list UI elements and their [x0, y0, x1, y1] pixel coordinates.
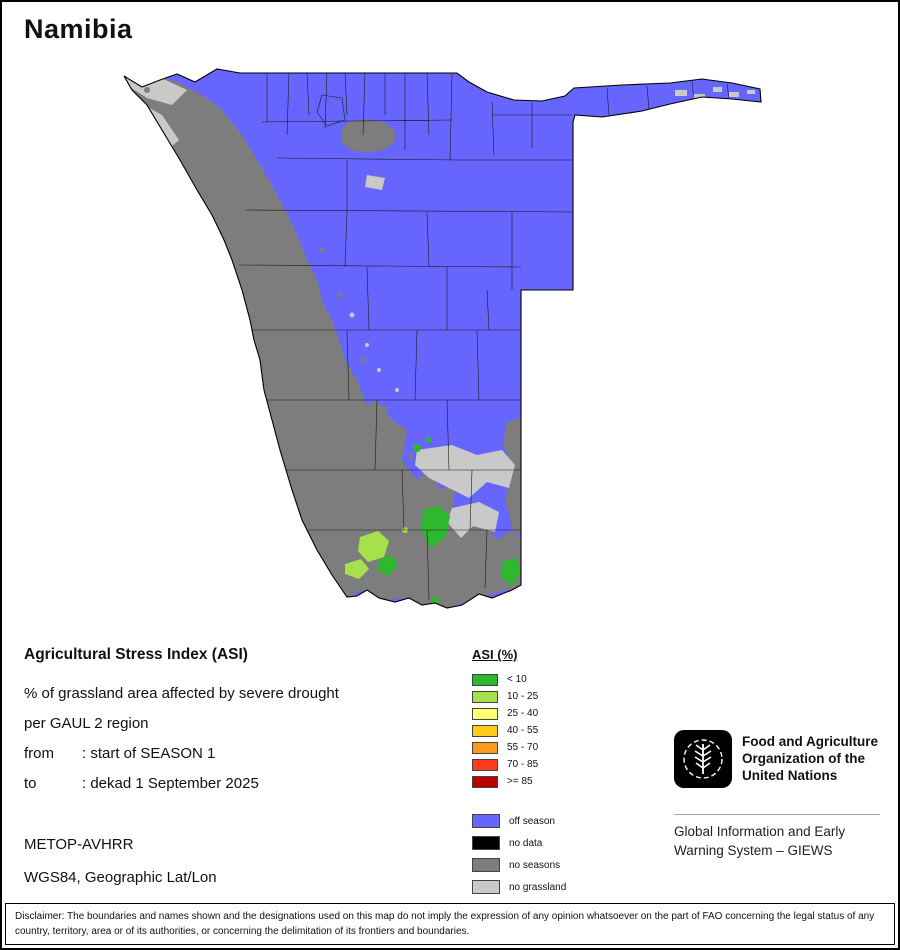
country-outline: [123, 68, 762, 609]
map-legend: ASI (%) < 10 10 - 25 25 - 40 40 - 55 55 …: [472, 647, 566, 898]
legend-swatch: [472, 707, 498, 720]
from-label: from: [24, 744, 54, 762]
legend-label: no seasons: [509, 859, 561, 871]
fao-logo-icon: [674, 730, 732, 788]
legend-swatch: [472, 814, 500, 828]
legend-category-row: off season: [472, 810, 566, 832]
legend-swatch: [472, 758, 498, 771]
asi-description-line1: % of grassland area affected by severe d…: [24, 684, 339, 702]
from-row: from : start of SEASON 1: [24, 746, 339, 761]
legend-category-row: no data: [472, 832, 566, 854]
legend-swatch: [472, 673, 498, 686]
legend-label: 55 - 70: [507, 742, 539, 753]
legend-class-row: 70 - 85: [472, 756, 566, 773]
asi-description-line2: per GAUL 2 region: [24, 714, 149, 732]
page-title: Namibia: [24, 14, 133, 44]
legend-categories: off season no data no seasons no grassla…: [472, 810, 566, 898]
to-label: to: [24, 774, 37, 792]
map-info-block: Agricultural Stress Index (ASI) % of gra…: [24, 647, 339, 900]
legend-class-row: 10 - 25: [472, 688, 566, 705]
legend-swatch: [472, 724, 498, 737]
to-value: : dekad 1 September 2025: [82, 774, 259, 792]
from-value: : start of SEASON 1: [82, 744, 216, 762]
projection-label: WGS84, Geographic Lat/Lon: [24, 868, 217, 886]
legend-label: 10 - 25: [507, 691, 539, 702]
legend-class-row: 25 - 40: [472, 705, 566, 722]
legend-label: 70 - 85: [507, 759, 539, 770]
disclaimer-box: Disclaimer: The boundaries and names sho…: [5, 903, 895, 945]
sensor-label: METOP-AVHRR: [24, 835, 134, 853]
legend-label: 40 - 55: [507, 725, 539, 736]
fao-name-line1: Food and Agriculture: [742, 734, 878, 749]
giews-line2: Warning System – GIEWS: [674, 843, 833, 858]
legend-class-row: < 10: [472, 671, 566, 688]
legend-label: off season: [509, 815, 555, 827]
asi-heading: Agricultural Stress Index (ASI): [24, 646, 248, 663]
legend-swatch: [472, 880, 500, 894]
legend-class-row: >= 85: [472, 773, 566, 790]
legend-label: < 10: [507, 674, 527, 685]
legend-category-row: no seasons: [472, 854, 566, 876]
legend-class-row: 55 - 70: [472, 739, 566, 756]
fao-name-line3: United Nations: [742, 768, 838, 783]
legend-swatch: [472, 690, 498, 703]
legend-swatch: [472, 858, 500, 872]
fao-name-line2: Organization of the: [742, 751, 865, 766]
coastal-no-seasons-band: [124, 70, 521, 608]
legend-swatch: [472, 836, 500, 850]
legend-swatch: [472, 741, 498, 754]
legend-class-row: 40 - 55: [472, 722, 566, 739]
asi-green-patches: [345, 437, 521, 605]
southeast-no-seasons-strip: [503, 418, 521, 538]
to-row: to : dekad 1 September 2025: [24, 776, 339, 791]
legend-label: no grassland: [509, 881, 567, 893]
gaul2-boundaries: [238, 72, 730, 601]
legend-swatch: [472, 775, 498, 788]
legend-label: >= 85: [507, 776, 533, 787]
legend-label: 25 - 40: [507, 708, 539, 719]
fao-name: Food and Agriculture Organization of the…: [742, 733, 878, 784]
giews-label: Global Information and Early Warning Sys…: [674, 822, 845, 860]
disclaimer-text: Disclaimer: The boundaries and names sho…: [15, 911, 875, 937]
no-seasons-speckles: [144, 87, 414, 459]
giews-line1: Global Information and Early: [674, 824, 846, 839]
legend-label: no data: [509, 837, 543, 849]
legend-title: ASI (%): [472, 647, 518, 662]
namibia-map: [123, 68, 762, 609]
footer-divider: [674, 814, 880, 815]
country-base-offseason: [124, 69, 761, 608]
legend-category-row: no grassland: [472, 876, 566, 898]
